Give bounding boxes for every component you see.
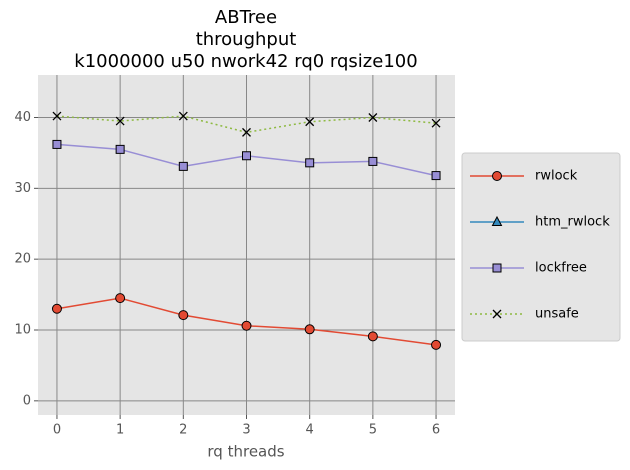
legend-marker: [491, 215, 503, 226]
marker: [115, 116, 125, 126]
marker: [51, 303, 62, 314]
x-tick-label: 2: [179, 423, 187, 438]
x-tick-label: 5: [369, 423, 377, 438]
marker: [241, 320, 252, 331]
chart-title: k1000000 u50 nwork42 rq0 rqsize100: [74, 51, 417, 72]
marker: [431, 171, 441, 181]
legend: [461, 152, 621, 342]
x-axis-label: rq threads: [207, 443, 284, 461]
legend-label: unsafe: [535, 307, 579, 322]
marker: [367, 331, 378, 342]
marker: [115, 144, 125, 154]
marker: [305, 158, 315, 168]
legend-label: htm_rwlock: [535, 215, 610, 230]
legend-marker: [492, 309, 502, 319]
x-tick-label: 4: [306, 423, 314, 438]
chart-title: throughput: [196, 29, 297, 50]
marker: [178, 310, 189, 321]
y-tick-label: 40: [14, 110, 31, 125]
marker: [242, 151, 251, 161]
legend-label: rwlock: [535, 169, 578, 184]
marker: [178, 161, 188, 171]
legend-label: lockfree: [535, 261, 587, 276]
y-tick-label: 20: [14, 252, 31, 267]
x-tick-label: 0: [53, 423, 61, 438]
y-tick-label: 30: [14, 181, 31, 196]
marker: [368, 113, 378, 122]
marker: [52, 139, 62, 149]
marker: [178, 111, 188, 121]
marker: [305, 117, 315, 127]
chart-title: ABTree: [215, 7, 277, 28]
marker: [52, 111, 62, 121]
legend-marker: [492, 171, 502, 181]
x-tick-label: 1: [116, 423, 124, 438]
x-tick-label: 6: [432, 423, 440, 438]
y-tick-label: 0: [23, 393, 31, 408]
marker: [242, 127, 251, 137]
y-tick-label: 10: [14, 323, 31, 338]
legend-marker: [492, 263, 502, 273]
marker: [368, 156, 378, 166]
marker: [304, 324, 315, 335]
marker: [431, 339, 442, 350]
marker: [115, 293, 126, 304]
marker: [431, 118, 441, 128]
x-tick-label: 3: [242, 423, 250, 438]
